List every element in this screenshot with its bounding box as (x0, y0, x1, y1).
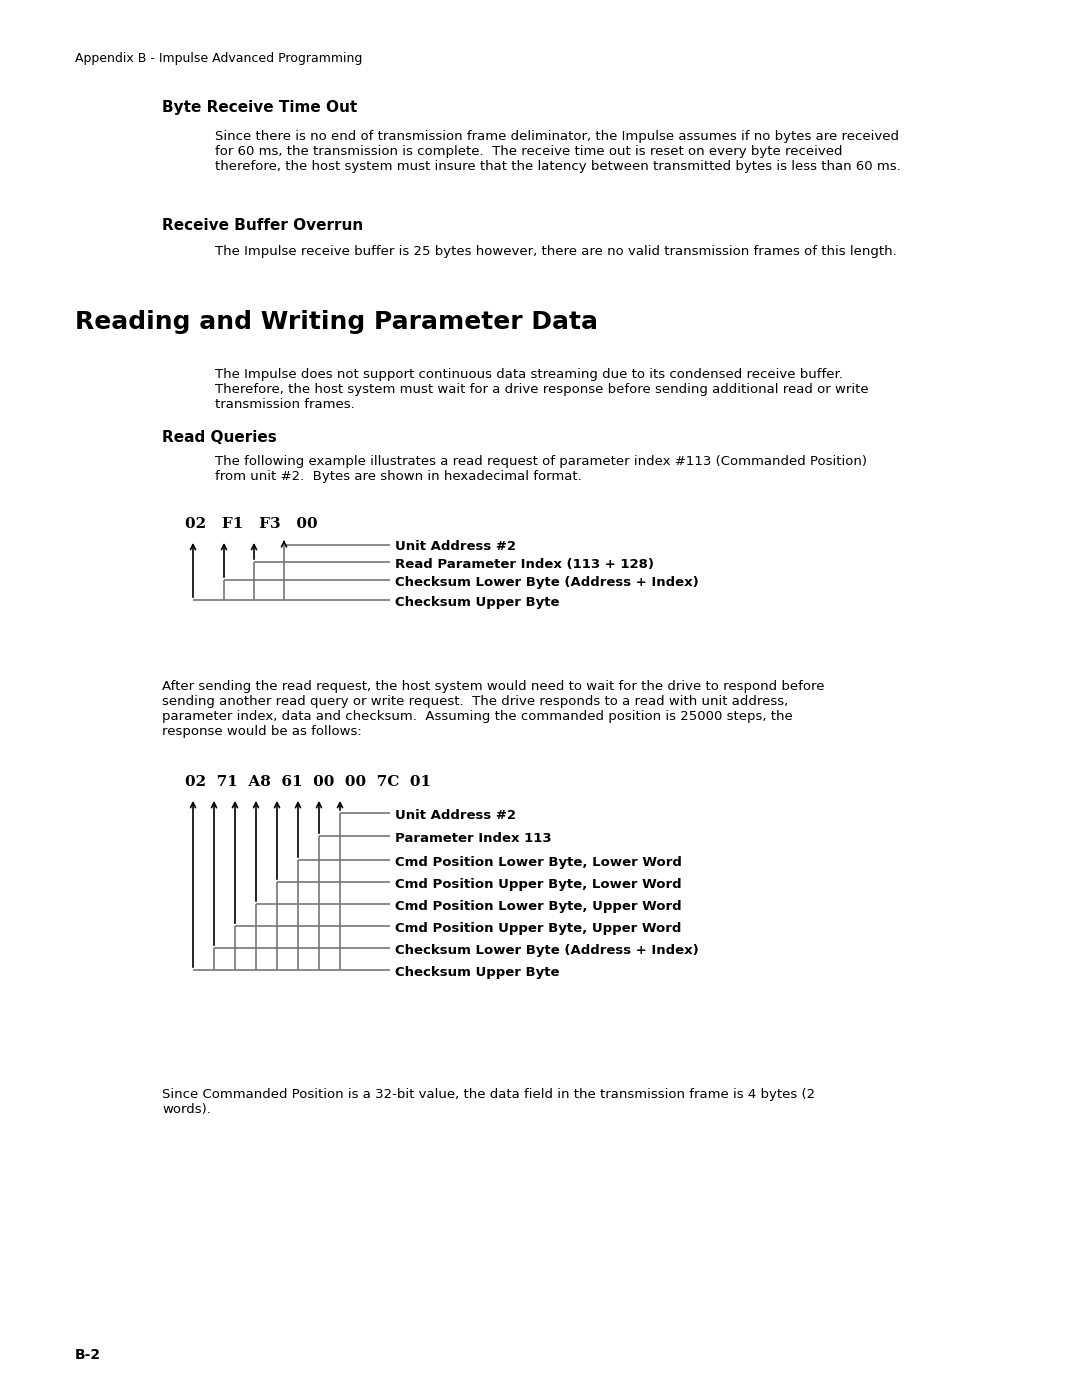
Text: The Impulse receive buffer is 25 bytes however, there are no valid transmission : The Impulse receive buffer is 25 bytes h… (215, 244, 896, 258)
Text: 02  71  A8  61  00  00  7C  01: 02 71 A8 61 00 00 7C 01 (185, 775, 431, 789)
Text: Checksum Lower Byte (Address + Index): Checksum Lower Byte (Address + Index) (395, 944, 699, 957)
Text: Cmd Position Lower Byte, Upper Word: Cmd Position Lower Byte, Upper Word (395, 900, 681, 914)
Text: Unit Address #2: Unit Address #2 (395, 541, 516, 553)
Text: Read Parameter Index (113 + 128): Read Parameter Index (113 + 128) (395, 557, 654, 571)
Text: The following example illustrates a read request of parameter index #113 (Comman: The following example illustrates a read… (215, 455, 867, 483)
Text: Receive Buffer Overrun: Receive Buffer Overrun (162, 218, 363, 233)
Text: Checksum Lower Byte (Address + Index): Checksum Lower Byte (Address + Index) (395, 576, 699, 590)
Text: Checksum Upper Byte: Checksum Upper Byte (395, 597, 559, 609)
Text: Since there is no end of transmission frame deliminator, the Impulse assumes if : Since there is no end of transmission fr… (215, 130, 901, 173)
Text: Reading and Writing Parameter Data: Reading and Writing Parameter Data (75, 310, 598, 334)
Text: Unit Address #2: Unit Address #2 (395, 809, 516, 821)
Text: B-2: B-2 (75, 1348, 102, 1362)
Text: Byte Receive Time Out: Byte Receive Time Out (162, 101, 357, 115)
Text: Cmd Position Upper Byte, Lower Word: Cmd Position Upper Byte, Lower Word (395, 877, 681, 891)
Text: The Impulse does not support continuous data streaming due to its condensed rece: The Impulse does not support continuous … (215, 367, 868, 411)
Text: Since Commanded Position is a 32-bit value, the data field in the transmission f: Since Commanded Position is a 32-bit val… (162, 1088, 815, 1116)
Text: Parameter Index 113: Parameter Index 113 (395, 833, 552, 845)
Text: Checksum Upper Byte: Checksum Upper Byte (395, 965, 559, 979)
Text: Read Queries: Read Queries (162, 430, 276, 446)
Text: Cmd Position Lower Byte, Lower Word: Cmd Position Lower Byte, Lower Word (395, 856, 681, 869)
Text: After sending the read request, the host system would need to wait for the drive: After sending the read request, the host… (162, 680, 824, 738)
Text: 02   F1   F3   00: 02 F1 F3 00 (185, 517, 318, 531)
Text: Appendix B - Impulse Advanced Programming: Appendix B - Impulse Advanced Programmin… (75, 52, 363, 66)
Text: Cmd Position Upper Byte, Upper Word: Cmd Position Upper Byte, Upper Word (395, 922, 681, 935)
